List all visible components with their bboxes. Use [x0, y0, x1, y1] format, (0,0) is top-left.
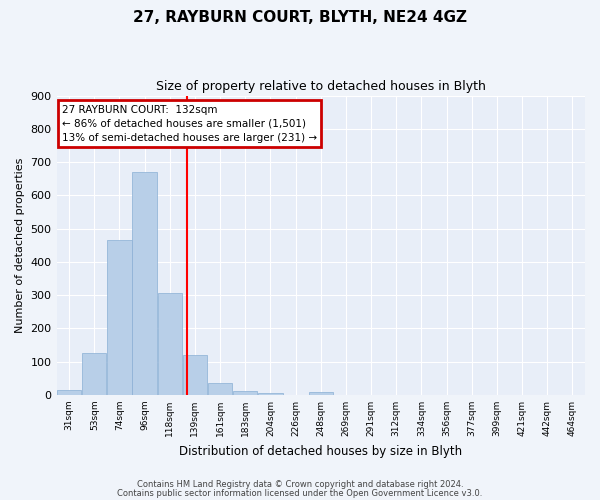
Bar	[258, 393, 283, 395]
Bar	[208, 382, 232, 395]
Bar	[82, 354, 106, 395]
Bar	[107, 240, 131, 395]
Bar	[308, 392, 333, 395]
Text: Contains public sector information licensed under the Open Government Licence v3: Contains public sector information licen…	[118, 489, 482, 498]
Text: 27, RAYBURN COURT, BLYTH, NE24 4GZ: 27, RAYBURN COURT, BLYTH, NE24 4GZ	[133, 10, 467, 25]
Bar	[158, 294, 182, 395]
Bar	[133, 172, 157, 395]
Bar	[233, 391, 257, 395]
Y-axis label: Number of detached properties: Number of detached properties	[15, 158, 25, 333]
X-axis label: Distribution of detached houses by size in Blyth: Distribution of detached houses by size …	[179, 444, 463, 458]
Title: Size of property relative to detached houses in Blyth: Size of property relative to detached ho…	[156, 80, 486, 93]
Text: Contains HM Land Registry data © Crown copyright and database right 2024.: Contains HM Land Registry data © Crown c…	[137, 480, 463, 489]
Bar	[183, 355, 207, 395]
Text: 27 RAYBURN COURT:  132sqm
← 86% of detached houses are smaller (1,501)
13% of se: 27 RAYBURN COURT: 132sqm ← 86% of detach…	[62, 104, 317, 142]
Bar	[57, 390, 82, 395]
